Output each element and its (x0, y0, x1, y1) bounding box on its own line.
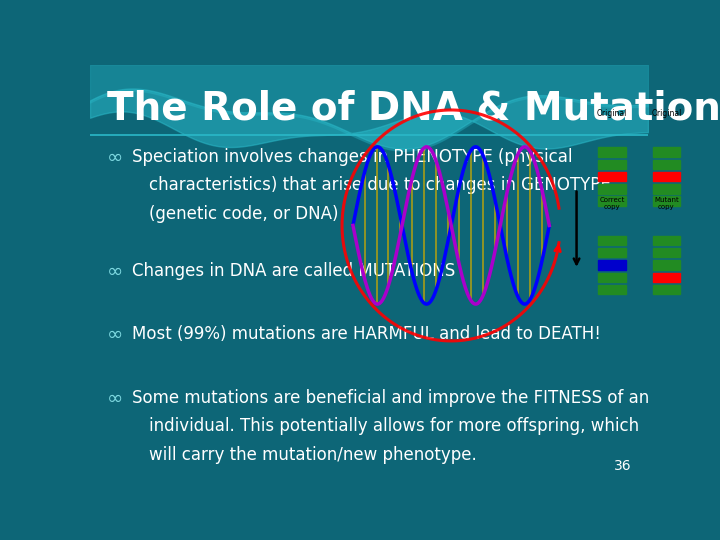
Text: Most (99%) mutations are HARMFUL and lead to DEATH!: Most (99%) mutations are HARMFUL and lea… (132, 325, 600, 343)
Text: 36: 36 (613, 459, 631, 473)
Bar (598, 147, 626, 157)
Bar (598, 248, 626, 258)
Bar (653, 172, 680, 181)
Bar (598, 260, 626, 269)
Bar (653, 248, 680, 258)
Text: characteristics) that arise due to changes in GENOTYPE: characteristics) that arise due to chang… (148, 176, 611, 194)
Bar (598, 197, 626, 206)
Bar (653, 236, 680, 245)
Text: Original: Original (651, 109, 682, 118)
Text: Some mutations are beneficial and improve the FITNESS of an: Some mutations are beneficial and improv… (132, 389, 649, 407)
Bar (598, 285, 626, 294)
Text: will carry the mutation/new phenotype.: will carry the mutation/new phenotype. (148, 446, 477, 464)
Text: Original: Original (597, 109, 627, 118)
Text: Speciation involves changes in PHENOTYPE (physical: Speciation involves changes in PHENOTYPE… (132, 148, 572, 166)
Bar (653, 147, 680, 157)
Bar (598, 236, 626, 245)
Text: Correct
copy: Correct copy (599, 198, 624, 211)
Bar (653, 260, 680, 269)
Text: ∞: ∞ (107, 325, 123, 343)
Bar (598, 184, 626, 193)
Bar (653, 285, 680, 294)
Bar (598, 273, 626, 282)
Bar (598, 172, 626, 181)
Text: Changes in DNA are called MUTATIONS: Changes in DNA are called MUTATIONS (132, 262, 455, 280)
Text: ∞: ∞ (107, 262, 123, 281)
Text: individual. This potentially allows for more offspring, which: individual. This potentially allows for … (148, 417, 639, 435)
Text: Mutant
copy: Mutant copy (654, 198, 679, 211)
Bar (653, 273, 680, 282)
Text: ∞: ∞ (107, 148, 123, 167)
Bar (598, 160, 626, 169)
Bar (653, 197, 680, 206)
Bar (653, 160, 680, 169)
Text: The Role of DNA & Mutations: The Role of DNA & Mutations (107, 90, 720, 127)
Text: ∞: ∞ (107, 389, 123, 408)
Text: (genetic code, or DNA): (genetic code, or DNA) (148, 205, 338, 222)
Bar (653, 184, 680, 193)
